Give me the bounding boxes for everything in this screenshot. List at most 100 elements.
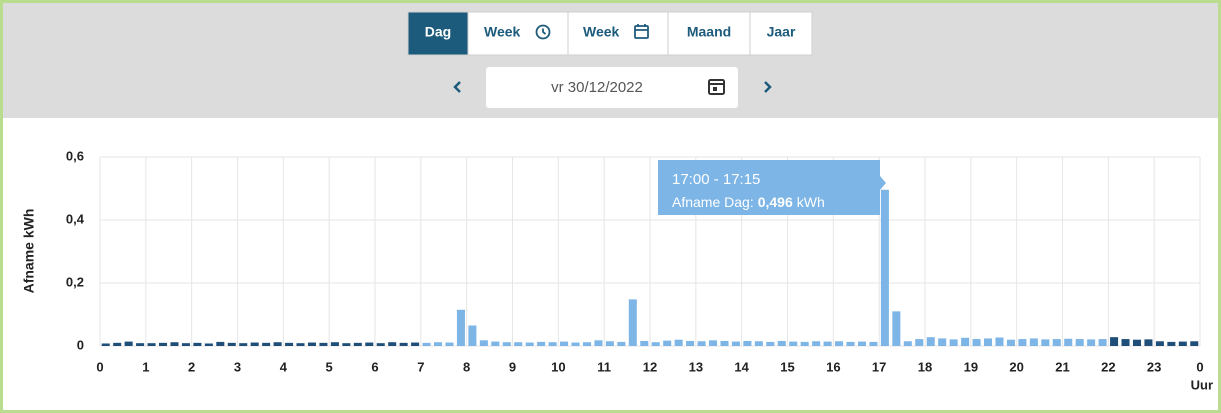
tab[interactable] [567,11,669,56]
bar [319,342,328,346]
bar [582,342,591,346]
bar [1041,339,1050,346]
tooltip-unit: kWh [797,194,825,210]
chart: 00,20,40,60 1 2 3 4 5 6 7 8 9 10 11 12 13 14 15 16 17 18 19… [21,148,1213,392]
bar [823,341,832,346]
bar [857,341,866,346]
bar [743,340,752,346]
prev-day-button[interactable] [453,81,461,93]
bar [995,337,1004,346]
bar [628,299,637,346]
bar [880,189,889,346]
bar [101,343,110,346]
bar [720,340,729,346]
x-tick-label: 23 [1147,359,1161,374]
x-tick-label: 9 [509,359,516,374]
bar [972,339,981,346]
tab-label: Week [484,24,521,40]
tab[interactable] [749,11,813,56]
bar [777,340,786,346]
tooltip-box [658,160,886,215]
bar [227,342,236,346]
tab-label: Dag [425,24,451,40]
bar [296,343,305,346]
x-tick-label: 8 [463,359,470,374]
bar [502,342,511,346]
bar [1098,339,1107,346]
bar [330,342,339,346]
tooltip: 17:00 - 17:15 Afname Dag: 0,496 kWh [658,160,886,215]
tab[interactable] [667,11,751,56]
x-tick-label: 14 [734,359,749,374]
x-tick-label: 10 [551,359,565,374]
x-tick-label: 17 [872,359,886,374]
bar [835,341,844,346]
bar [915,339,924,346]
x-tick-label: 2 [188,359,195,374]
bar [663,340,672,346]
tab[interactable] [467,11,569,56]
y-axis-label: Afname kWh [21,209,37,294]
bar [846,341,855,346]
x-tick-label: 3 [234,359,241,374]
bar [949,339,958,346]
bar [159,342,168,346]
x-tick-label: 16 [826,359,840,374]
bar [365,342,374,346]
bar [605,341,614,346]
bar [147,343,156,346]
bar [342,343,351,346]
bar [422,342,431,346]
y-tick-label: 0 [77,337,84,352]
bar [445,342,454,346]
bar [1006,339,1015,346]
bar [468,325,477,346]
bar [491,341,500,346]
bar [273,342,282,346]
date-picker-icon[interactable] [708,79,725,95]
bar [800,341,809,346]
bar [560,341,569,346]
bar [754,341,763,346]
bar [239,343,248,346]
bar [353,342,362,346]
x-tick-label: 6 [371,359,378,374]
bar [411,342,420,346]
tooltip-label: Afname Dag: [672,194,754,210]
tooltip-line: Afname Dag: 0,496 kWh [672,194,825,210]
x-tick-label: 19 [964,359,978,374]
bar [674,339,683,346]
bar [869,341,878,346]
tooltip-value: 0,496 [758,194,793,210]
bar [961,337,970,346]
bar [1167,341,1176,346]
bar [651,342,660,346]
bar [789,341,798,346]
bar [903,341,912,346]
bar [709,340,718,346]
x-tick-label: 18 [918,359,932,374]
bar [1132,339,1141,346]
bar [204,343,213,346]
date-text: vr 30/12/2022 [551,79,643,96]
bar [1110,337,1119,346]
bar [1144,339,1153,346]
date-input[interactable] [486,67,738,108]
bar [124,341,133,346]
calendar-icon [634,24,649,39]
bar [1190,341,1199,346]
x-tick-label: 15 [780,359,794,374]
x-tick-label: 20 [1009,359,1023,374]
y-tick-label: 0,4 [66,211,85,226]
tab[interactable] [407,11,469,56]
bar [434,342,443,346]
bar [1121,339,1130,346]
bar [250,342,259,346]
tooltip-title: 17:00 - 17:15 [672,171,760,188]
bar [216,341,225,346]
x-tick-label: 12 [643,359,657,374]
bar [388,342,397,346]
next-day-button[interactable] [764,81,772,93]
tab-label: Jaar [767,24,796,40]
bar [812,341,821,346]
